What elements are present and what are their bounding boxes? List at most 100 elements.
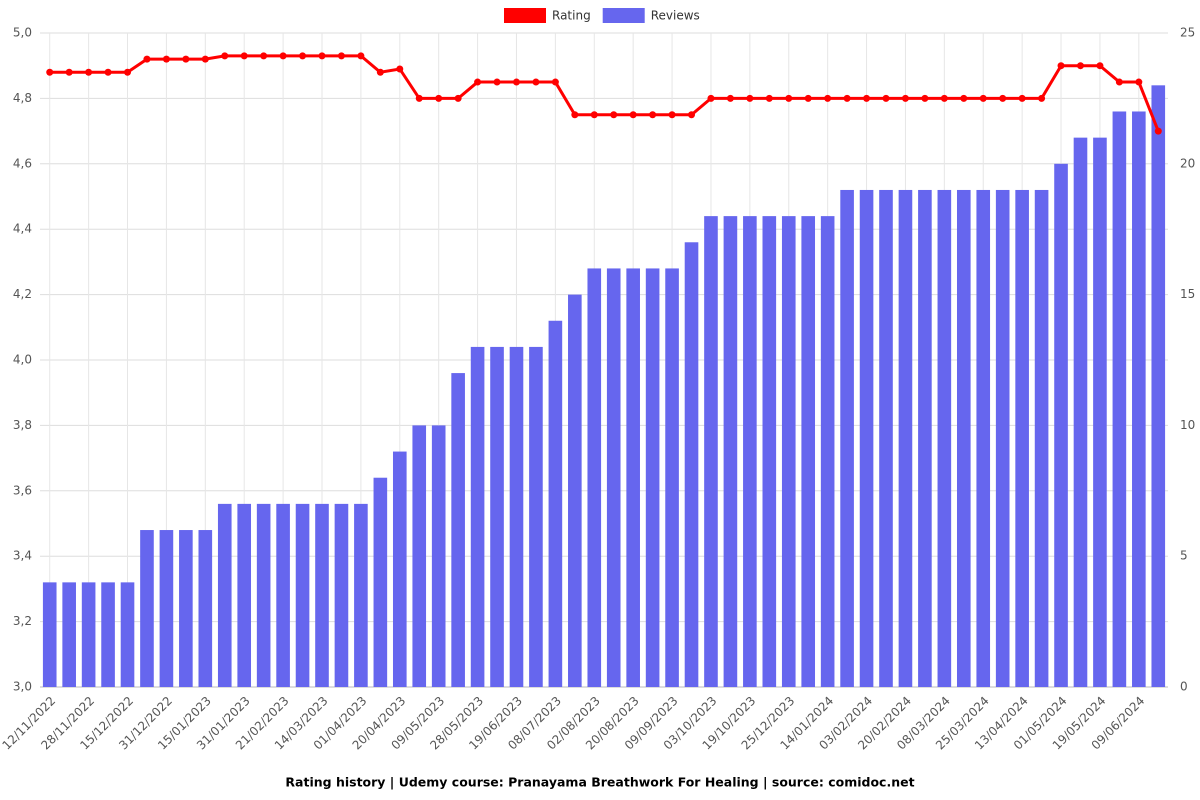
bar [451, 373, 465, 687]
point [765, 94, 773, 102]
point [279, 52, 287, 60]
bar [665, 268, 679, 687]
point [65, 68, 73, 76]
bar [1054, 163, 1068, 688]
line [49, 54, 1160, 132]
point [143, 55, 151, 63]
y-tick-label: 3,0 [13, 680, 32, 694]
bar [762, 216, 777, 687]
bar [334, 503, 349, 687]
bar [820, 216, 835, 687]
bar [1132, 111, 1146, 688]
bar [587, 268, 602, 687]
bar [976, 189, 991, 687]
bar [373, 477, 388, 687]
point [435, 94, 443, 102]
point [1057, 62, 1065, 70]
bar [1015, 189, 1029, 687]
point [337, 52, 345, 60]
bar [295, 503, 310, 687]
legend-swatch [504, 8, 546, 23]
bar [431, 425, 446, 687]
bar [840, 189, 854, 687]
bar [859, 189, 874, 687]
point [454, 94, 462, 102]
bar [81, 582, 96, 687]
y-tick-label: 4,2 [13, 287, 32, 301]
bar [568, 294, 582, 687]
point [1135, 78, 1143, 86]
bar [956, 189, 971, 687]
point [1115, 78, 1123, 86]
bar [276, 503, 290, 687]
point [299, 52, 307, 60]
bar [723, 216, 738, 687]
point [629, 111, 637, 119]
point [493, 78, 501, 86]
bar [217, 503, 232, 687]
bar [412, 425, 427, 687]
y-tick-label: 3,4 [13, 549, 32, 563]
point [162, 55, 170, 63]
point [979, 94, 987, 102]
bar [1093, 137, 1107, 687]
point [1076, 62, 1084, 70]
bar [995, 189, 1010, 687]
point [863, 94, 871, 102]
bar [392, 451, 407, 687]
point [688, 111, 696, 119]
legend-label: Reviews [651, 9, 700, 23]
point [1038, 94, 1046, 102]
point [85, 68, 93, 76]
bar [529, 346, 543, 687]
point [474, 78, 482, 86]
point [512, 78, 520, 86]
bar [159, 530, 174, 687]
bar [62, 582, 76, 687]
point [921, 94, 929, 102]
point [882, 94, 890, 102]
point [726, 94, 734, 102]
y2-tick-label: 10 [1180, 418, 1195, 432]
y2-tick-label: 20 [1180, 156, 1195, 170]
point [746, 94, 754, 102]
bar [354, 503, 368, 687]
point [843, 94, 851, 102]
point [610, 111, 618, 119]
bar [1073, 137, 1088, 687]
bar [256, 503, 271, 687]
point [707, 94, 715, 102]
bar [801, 216, 816, 687]
point [960, 94, 968, 102]
point [824, 94, 832, 102]
point [357, 52, 365, 60]
point [804, 94, 812, 102]
bar [937, 189, 952, 687]
point [182, 55, 190, 63]
point [1018, 94, 1026, 102]
y-tick-label: 3,6 [13, 483, 32, 497]
point [785, 94, 793, 102]
y-tick-label: 4,6 [13, 156, 32, 170]
point [551, 78, 559, 86]
bar [704, 216, 718, 687]
bar [684, 242, 699, 687]
point [415, 94, 423, 102]
bar [548, 320, 563, 687]
bar [315, 503, 329, 687]
bar [140, 530, 154, 687]
point [376, 68, 384, 76]
point [999, 94, 1007, 102]
point [571, 111, 579, 119]
legend-label: Rating [552, 9, 591, 23]
bar [879, 189, 893, 687]
point [901, 94, 909, 102]
bar [606, 268, 621, 687]
bar [42, 582, 57, 687]
y-tick-label: 4,8 [13, 91, 32, 105]
bar [509, 346, 524, 687]
y2-tick-label: 5 [1180, 549, 1188, 563]
point [940, 94, 948, 102]
y-tick-label: 3,2 [13, 614, 32, 628]
